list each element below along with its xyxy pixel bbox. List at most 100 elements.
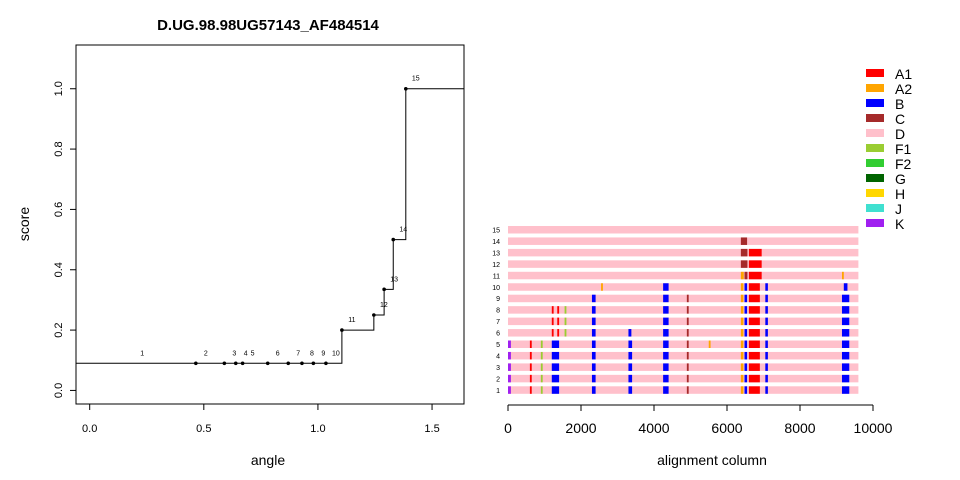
legend-item: H [866, 186, 905, 202]
score-step-plot: D.UG.98.98UG57143_AF484514 0.0 0.5 1.0 1.5 … [16, 17, 465, 468]
legend-item: B [866, 96, 904, 112]
legend-item: A1 [866, 66, 912, 82]
subtype-segment [601, 283, 603, 291]
point-label: 11 [348, 317, 355, 324]
subtype-segment [765, 363, 768, 371]
row-background [508, 363, 859, 371]
subtype-segment [748, 363, 760, 371]
row-label: 12 [492, 262, 500, 269]
left-y-axis: 0.0 0.2 0.4 0.6 0.8 1.0 [53, 81, 76, 398]
subtype-segment [557, 329, 560, 337]
point-label: 10 [332, 350, 340, 357]
y-axis-title: score [16, 207, 32, 241]
legend-item: J [866, 201, 902, 217]
legend-swatch [866, 114, 884, 122]
legend-label: C [895, 111, 905, 127]
subtype-segment [686, 306, 689, 314]
point-label: 5 [251, 350, 255, 357]
subtype-segment [663, 317, 669, 326]
subtype-segment [748, 329, 760, 337]
legend-label: F2 [895, 156, 912, 172]
subtype-segment [628, 329, 632, 337]
x-tick-label: 2000 [565, 420, 596, 436]
subtype-segment [765, 351, 768, 360]
subtype-segment [663, 363, 669, 371]
point-label: 15 [412, 76, 420, 83]
subtype-segment [740, 306, 744, 314]
subtype-segment [540, 340, 543, 348]
subtype-segment [748, 386, 760, 394]
subtype-segment [841, 306, 850, 314]
subtype-segment [740, 329, 744, 337]
score-point [194, 361, 198, 366]
subtype-segment [686, 294, 689, 303]
alignment-row: 1 [496, 386, 859, 395]
subtype-segment [841, 329, 850, 337]
row-background [508, 329, 859, 337]
score-point [382, 287, 386, 292]
row-label: 14 [492, 239, 500, 246]
subtype-segment [748, 260, 762, 268]
alignment-row: 8 [496, 306, 859, 315]
row-label: 10 [492, 285, 500, 292]
subtype-segment [628, 374, 633, 383]
x-tick-label: 0.0 [82, 423, 97, 435]
x-tick-label: 6000 [711, 420, 742, 436]
subtype-segment [740, 294, 744, 303]
y-tick-label: 0.2 [53, 322, 65, 337]
y-tick-label: 1.0 [53, 81, 65, 96]
x-axis-title: angle [251, 452, 285, 468]
row-background [508, 340, 859, 348]
row-background [508, 260, 859, 268]
legend-item: A2 [866, 81, 912, 97]
chart-title: D.UG.98.98UG57143_AF484514 [157, 17, 379, 34]
legend-label: A1 [895, 66, 912, 82]
subtype-segment [744, 306, 748, 314]
row-label: 2 [496, 376, 500, 383]
subtype-segment [529, 363, 532, 371]
subtype-segment [744, 283, 748, 291]
subtype-segment [551, 374, 560, 383]
score-point [324, 361, 328, 366]
row-background [508, 294, 859, 303]
subtype-segment [765, 306, 768, 314]
legend-swatch [866, 84, 884, 92]
row-label: 1 [496, 388, 500, 395]
row-label: 13 [492, 250, 500, 257]
subtype-segment [841, 374, 850, 383]
legend-item: F2 [866, 156, 912, 172]
subtype-segment [663, 374, 669, 383]
subtype-segment [628, 351, 633, 360]
subtype-segment [686, 351, 689, 360]
subtype-segment [529, 340, 532, 348]
subtype-segment [591, 386, 596, 394]
y-tick-label: 0.0 [53, 383, 65, 398]
subtype-segment [591, 340, 596, 348]
row-background [508, 351, 859, 360]
subtype-segment [841, 271, 844, 280]
subtype-segment [540, 351, 543, 360]
score-point [265, 361, 270, 366]
subtype-segment [551, 351, 560, 360]
subtype-segment [841, 386, 850, 394]
subtype-segment [591, 317, 596, 326]
row-label: 3 [496, 365, 500, 372]
score-point [311, 361, 316, 366]
subtype-segment [740, 317, 744, 326]
x-tick-label: 8000 [784, 420, 815, 436]
row-label: 4 [496, 353, 500, 360]
score-point [222, 361, 227, 366]
subtype-segment [765, 329, 768, 337]
subtype-segment [748, 294, 760, 303]
x-tick-label: 10000 [854, 420, 893, 436]
legend-item: K [866, 216, 905, 232]
legend-label: D [895, 126, 905, 142]
subtype-segment [663, 386, 669, 394]
alignment-x-axis-title: alignment column [657, 452, 767, 468]
score-point [286, 361, 291, 366]
legend-item: C [866, 111, 905, 127]
subtype-segment [744, 317, 748, 326]
alignment-row: 5 [496, 340, 859, 349]
subtype-segment [740, 271, 744, 280]
